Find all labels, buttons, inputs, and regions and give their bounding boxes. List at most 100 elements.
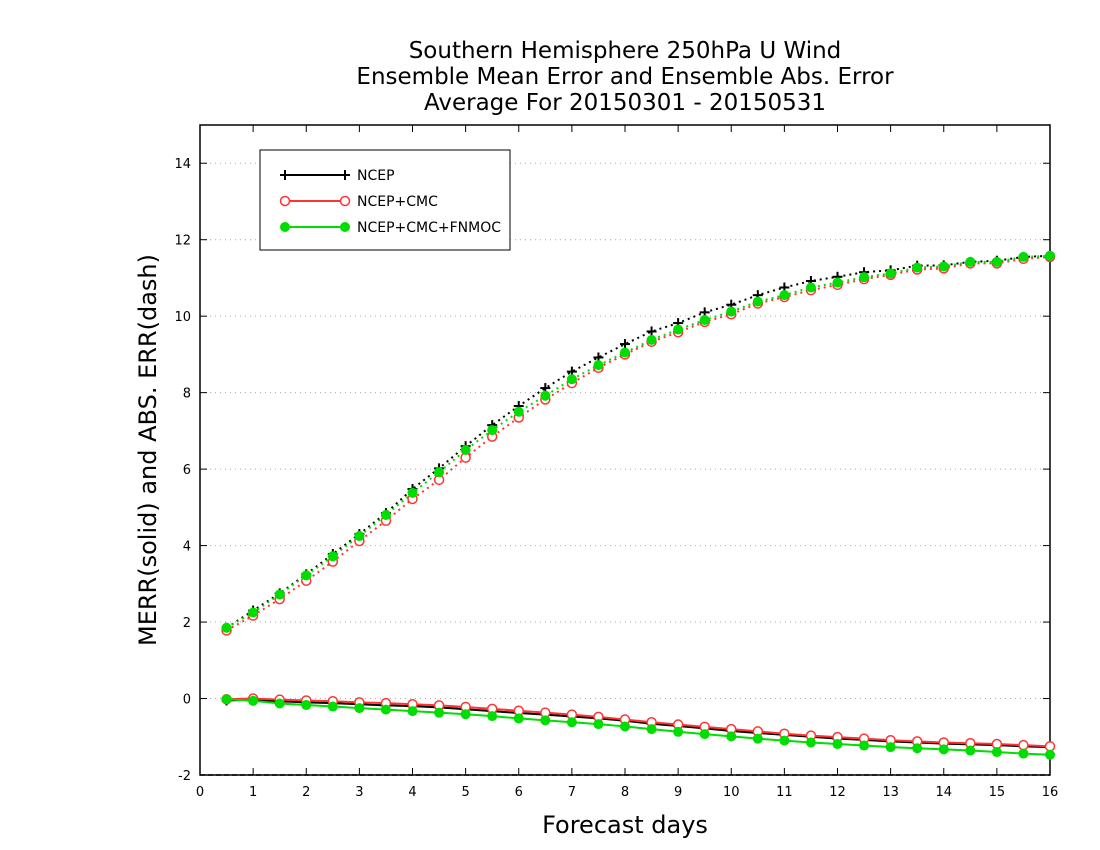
merr-point — [620, 721, 630, 732]
legend-label: NCEP+CMC — [357, 194, 438, 210]
merr-point — [274, 698, 285, 709]
x-tick-label: 11 — [776, 785, 793, 800]
series-ncep-cmc-fnmoc — [221, 250, 1055, 760]
x-tick-label: 15 — [989, 785, 1006, 800]
x-tick-label: 8 — [621, 785, 629, 800]
x-axis-ticks: 0 1 2 3 4 5 6 7 8 9 10 11 12 13 14 15 16 — [196, 125, 1058, 800]
merr-point — [991, 747, 1002, 758]
merr-point — [380, 704, 391, 715]
x-tick-label: 16 — [1042, 785, 1059, 800]
title-line-3: Average For 20150301 - 20150531 — [424, 90, 826, 116]
x-tick-label: 0 — [196, 785, 204, 800]
merr-point — [407, 706, 418, 717]
abs-err-line — [226, 255, 1051, 632]
abs-err-point — [938, 261, 949, 272]
abs-err-point — [859, 272, 870, 283]
abs-err-point — [566, 374, 577, 385]
abs-err-point — [646, 326, 657, 337]
abs-err-point — [460, 445, 471, 455]
abs-err-line — [226, 254, 1051, 629]
abs-err-point — [434, 467, 445, 478]
abs-err-point — [752, 296, 763, 307]
abs-err-line — [226, 254, 1051, 629]
abs-err-point — [779, 290, 790, 301]
merr-point — [540, 715, 551, 726]
gridlines — [200, 162, 1050, 700]
legend-marker — [280, 170, 290, 180]
y-tick-label: 8 — [183, 387, 191, 402]
merr-point — [434, 707, 445, 718]
merr-point — [673, 726, 684, 737]
y-tick-label: 10 — [174, 310, 191, 325]
y-tick-label: 2 — [183, 616, 191, 631]
x-tick-label: 2 — [302, 785, 310, 800]
merr-point — [248, 695, 259, 706]
abs-err-point — [221, 622, 232, 633]
legend-marker — [279, 195, 291, 207]
legend-label: NCEP — [357, 168, 395, 184]
x-axis-label: Forecast days — [542, 811, 708, 839]
abs-err-point — [513, 406, 524, 417]
merr-point — [460, 709, 471, 720]
series-layer — [221, 250, 1056, 760]
x-tick-label: 10 — [723, 785, 740, 800]
y-tick-label: 6 — [183, 463, 191, 478]
x-tick-label: 1 — [249, 785, 257, 800]
merr-point — [354, 703, 365, 714]
merr-point — [327, 701, 338, 712]
abs-err-point — [965, 256, 976, 267]
merr-point — [513, 713, 524, 724]
x-tick-label: 12 — [829, 785, 846, 800]
x-tick-label: 13 — [882, 785, 899, 800]
legend-marker — [280, 222, 290, 232]
abs-err-point — [248, 607, 259, 618]
legend: NCEP NCEP+CMC NCEP+CMC+FNMOC — [259, 149, 511, 251]
merr-point — [593, 719, 604, 730]
abs-err-point — [620, 347, 630, 358]
abs-err-point — [646, 334, 657, 345]
legend-marker — [340, 170, 350, 180]
merr-point — [938, 744, 949, 755]
series-ncep-cmc — [221, 251, 1056, 752]
merr-point — [646, 724, 657, 735]
merr-point — [965, 745, 976, 756]
x-tick-label: 14 — [935, 785, 952, 800]
y-tick-label: -2 — [178, 769, 191, 784]
abs-err-point — [1045, 250, 1055, 261]
abs-err-point — [540, 390, 551, 401]
abs-err-point — [885, 268, 896, 279]
merr-point — [779, 735, 790, 746]
merr-point — [1018, 739, 1029, 751]
abs-err-point — [487, 425, 498, 436]
legend-box — [259, 149, 511, 251]
y-tick-label: 4 — [183, 540, 191, 555]
y-axis-ticks: -2 0 2 4 6 8 10 12 14 — [174, 157, 1050, 784]
series-ncep — [221, 250, 1055, 753]
merr-point — [301, 700, 312, 711]
abs-err-point — [991, 256, 1002, 267]
legend-item-ncep: NCEP — [280, 168, 395, 184]
x-tick-label: 4 — [408, 785, 416, 800]
merr-point — [726, 731, 737, 742]
legend-label: NCEP+CMC+FNMOC — [357, 220, 501, 236]
merr-line — [226, 698, 1051, 756]
abs-err-point — [620, 339, 630, 350]
title-line-1: Southern Hemisphere 250hPa U Wind — [409, 38, 842, 64]
y-tick-label: 12 — [174, 234, 191, 249]
merr-point — [221, 694, 232, 705]
abs-err-point — [301, 570, 312, 581]
abs-err-point — [380, 510, 391, 520]
abs-err-point — [912, 262, 923, 273]
chart-title: Southern Hemisphere 250hPa U WindEnsembl… — [356, 38, 894, 116]
abs-err-point — [699, 315, 710, 325]
abs-err-point — [354, 531, 365, 542]
x-tick-label: 5 — [461, 785, 469, 800]
merr-point — [699, 729, 710, 740]
abs-err-point — [327, 551, 338, 562]
merr-point — [885, 742, 896, 753]
legend-marker — [340, 222, 350, 232]
abs-err-point — [274, 589, 285, 600]
legend-item-ncep-cmc: NCEP+CMC — [279, 194, 438, 210]
merr-point — [1044, 741, 1056, 752]
abs-err-point — [593, 360, 604, 371]
